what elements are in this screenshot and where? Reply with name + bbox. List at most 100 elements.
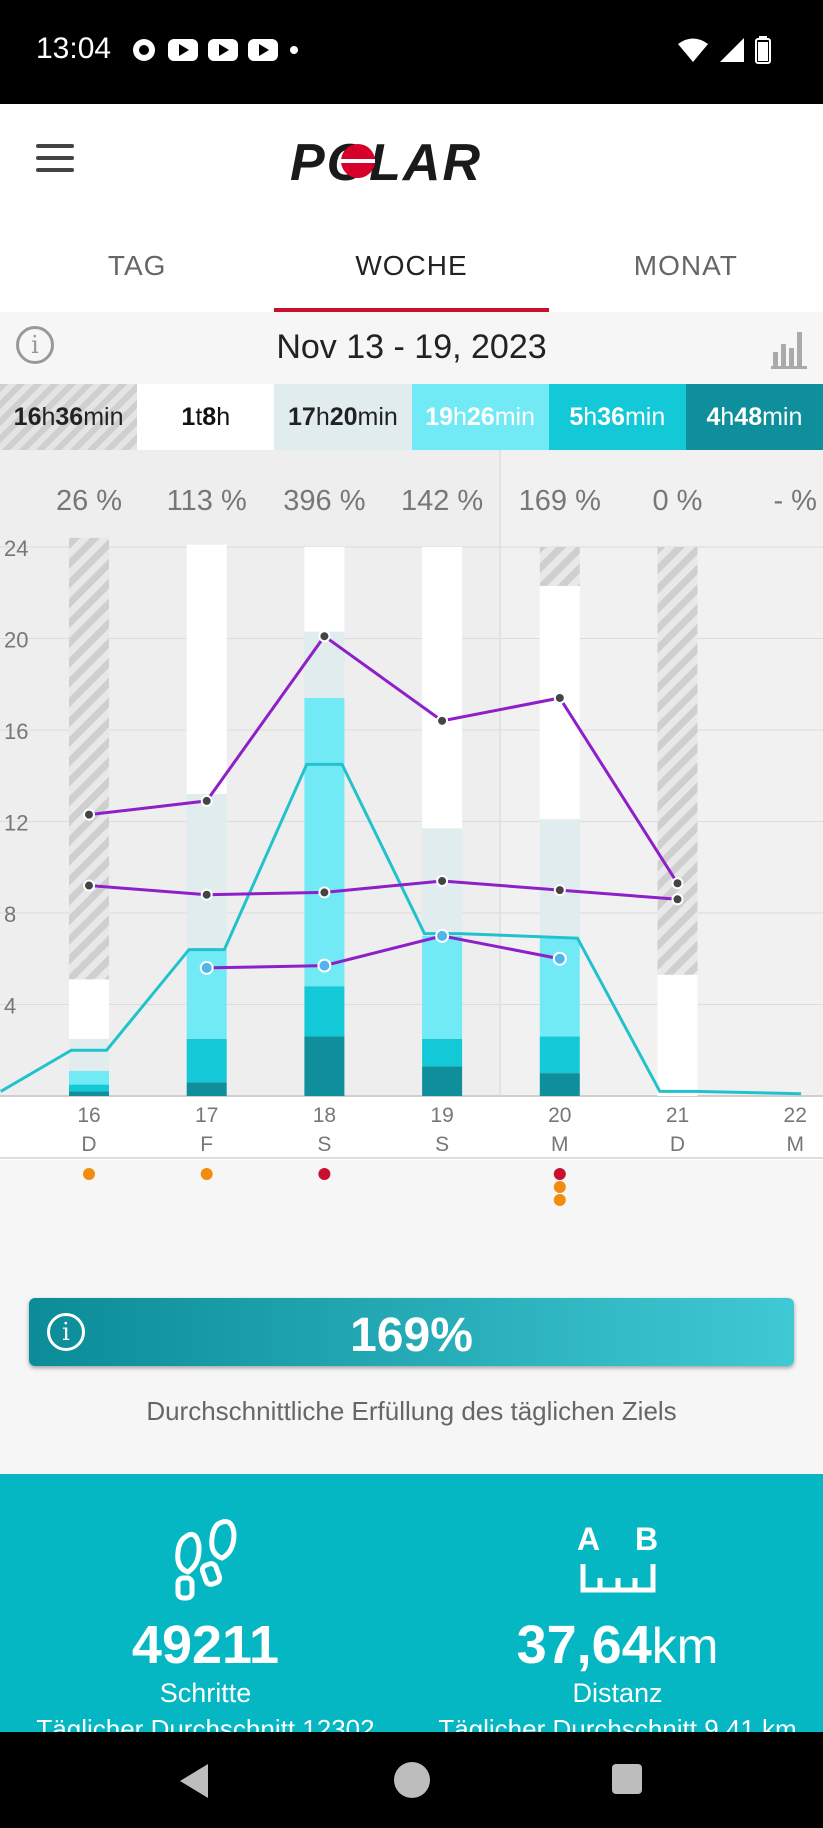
svg-text:A: A bbox=[577, 1521, 600, 1557]
bar-segment bbox=[304, 1036, 345, 1096]
legend-segment-3: 17 h 20 min bbox=[274, 384, 412, 450]
system-nav-bar bbox=[0, 1732, 823, 1828]
distance-stat: A B 37,64km Distanz Täglicher Durchschni… bbox=[412, 1474, 823, 1732]
home-icon[interactable] bbox=[394, 1762, 430, 1798]
series-point bbox=[318, 886, 331, 899]
legend-segment-5: 5 h 36 min bbox=[548, 384, 686, 450]
x-date-label: 17 bbox=[195, 1104, 218, 1127]
series-point bbox=[83, 808, 95, 821]
series-point bbox=[553, 884, 566, 897]
event-dots bbox=[83, 1168, 566, 1206]
bar-segment bbox=[657, 547, 698, 975]
activity-chart: 4 8 12 16 20 24 26 % 16 D 113 % 17 F 396 % 18 S 142 % 19… bbox=[0, 450, 823, 1160]
activity-line bbox=[0, 762, 802, 1096]
bar-segment bbox=[422, 1066, 463, 1096]
y-tick-label: 20 bbox=[4, 628, 28, 653]
bar-segment bbox=[69, 917, 109, 980]
series-line bbox=[88, 879, 678, 901]
ruler-icon: A B bbox=[577, 1521, 658, 1593]
svg-text:POLAR: POLAR bbox=[290, 134, 482, 188]
bar-segment bbox=[657, 974, 698, 1096]
series-point bbox=[200, 888, 213, 901]
series-point bbox=[199, 960, 214, 975]
event-dot bbox=[83, 1168, 95, 1180]
date-bar: i Nov 13 - 19, 2023 bbox=[0, 312, 823, 384]
x-weekday-label: S bbox=[317, 1133, 331, 1156]
series-point bbox=[671, 893, 684, 906]
goal-percent-label: 113 % bbox=[167, 485, 247, 517]
bar-segment bbox=[422, 935, 463, 1039]
bar-segment bbox=[186, 544, 227, 795]
bar-segment bbox=[422, 547, 463, 829]
goal-percent-label: 26 % bbox=[56, 485, 122, 517]
wifi-icon bbox=[678, 38, 708, 62]
bar-segment bbox=[304, 547, 345, 632]
steps-label: Schritte bbox=[159, 1678, 252, 1708]
x-date-label: 19 bbox=[430, 1104, 453, 1127]
bar-segment bbox=[69, 1084, 109, 1092]
battery-icon bbox=[755, 36, 771, 64]
status-bar: 13:04 bbox=[0, 0, 823, 104]
series-point bbox=[436, 874, 449, 887]
legend-segment-6: 4 h 48 min bbox=[685, 384, 823, 450]
x-date-label: 16 bbox=[77, 1104, 100, 1127]
tab-week[interactable]: WOCHE bbox=[274, 214, 549, 312]
event-dot bbox=[553, 1181, 566, 1193]
goal-section: i 169% Durchschnittliche Erfüllung des t… bbox=[0, 1240, 823, 1474]
bar-segment bbox=[69, 979, 109, 1039]
tab-day[interactable]: TAG bbox=[107, 250, 167, 281]
x-weekday-label: S bbox=[435, 1133, 449, 1156]
y-tick-label: 12 bbox=[4, 811, 28, 836]
goal-percent: 169% bbox=[350, 1309, 473, 1362]
steps-stat: 49211 Schritte Täglicher Durchschnitt 12… bbox=[0, 1474, 411, 1732]
app-notification-icon bbox=[133, 39, 155, 61]
goal-progress-bar[interactable]: i 169% bbox=[29, 1298, 794, 1366]
x-date-label: 21 bbox=[666, 1104, 689, 1127]
youtube-icon bbox=[208, 39, 238, 61]
bar-segment bbox=[69, 537, 109, 918]
signal-icon bbox=[720, 38, 744, 62]
series-point bbox=[435, 928, 450, 943]
series-point bbox=[553, 691, 566, 704]
app-bar: POLAR bbox=[0, 104, 823, 214]
activity-legend: 16 h 36 min 1 t 8 h 17 h 20 min 19 h 26 min 5 h 36 min 4 h 48 m… bbox=[0, 384, 823, 450]
bar-chart-icon[interactable] bbox=[769, 328, 809, 370]
y-tick-label: 4 bbox=[4, 994, 16, 1019]
bar-segment bbox=[186, 794, 227, 950]
x-date-label: 22 bbox=[784, 1104, 807, 1127]
x-weekday-label: M bbox=[786, 1133, 804, 1156]
legend-segment-1: 16 h 36 min bbox=[0, 384, 138, 450]
chart-axis-area bbox=[0, 1096, 823, 1160]
bar-segment bbox=[304, 986, 345, 1037]
goal-percent-label: 142 % bbox=[401, 485, 483, 517]
recents-icon[interactable] bbox=[612, 1764, 642, 1794]
x-weekday-label: F bbox=[200, 1133, 213, 1156]
bar-segment bbox=[69, 1091, 109, 1096]
bar-segment bbox=[186, 1082, 227, 1096]
bar-segment bbox=[186, 1038, 227, 1083]
info-icon[interactable]: i bbox=[47, 1313, 85, 1351]
series-point bbox=[552, 951, 567, 966]
back-icon[interactable] bbox=[180, 1764, 208, 1798]
bar-segment bbox=[69, 1070, 109, 1085]
series-point bbox=[83, 879, 95, 892]
distance-value: 37,64km bbox=[516, 1615, 719, 1675]
goal-percent-label: 396 % bbox=[283, 485, 365, 517]
notification-icons bbox=[130, 36, 300, 64]
goal-percent-label: - % bbox=[773, 485, 817, 517]
event-dot bbox=[200, 1168, 213, 1180]
x-date-label: 18 bbox=[313, 1104, 336, 1127]
y-tick-label: 16 bbox=[4, 719, 28, 744]
date-range[interactable]: Nov 13 - 19, 2023 bbox=[276, 328, 547, 366]
x-weekday-label: M bbox=[551, 1133, 569, 1156]
hamburger-icon[interactable] bbox=[36, 144, 74, 172]
info-icon[interactable]: i bbox=[16, 326, 54, 364]
more-dot-icon bbox=[290, 46, 298, 54]
distance-label: Distanz bbox=[572, 1678, 663, 1708]
tab-month[interactable]: MONAT bbox=[633, 250, 738, 281]
steps-value: 49211 bbox=[131, 1615, 280, 1675]
distance-average: Täglicher Durchschnitt 9,41 km bbox=[438, 1714, 797, 1732]
goal-percent-label: 0 % bbox=[653, 485, 703, 517]
youtube-icon bbox=[168, 39, 198, 61]
status-time: 13:04 bbox=[36, 32, 112, 65]
